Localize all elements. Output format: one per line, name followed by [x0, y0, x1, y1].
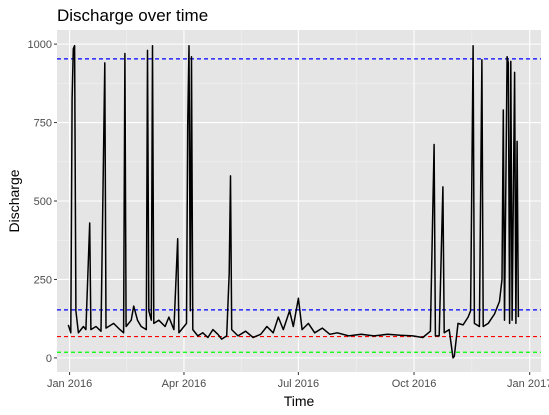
grid-lines — [57, 30, 541, 372]
reference-lines — [57, 58, 541, 353]
y-tick-label: 1000 — [28, 39, 52, 51]
chart-title: Discharge over time — [57, 6, 208, 25]
x-tick-label: Oct 2016 — [392, 378, 437, 390]
x-tick-label: Apr 2016 — [162, 378, 207, 390]
y-tick-label: 250 — [34, 274, 52, 286]
y-axis-title: Discharge — [6, 169, 22, 232]
y-tick-label: 750 — [34, 118, 52, 130]
x-tick-label: Jul 2016 — [278, 378, 320, 390]
series-line — [67, 44, 520, 359]
y-axis: 0 250 500 750 1000 — [28, 39, 57, 365]
x-tick-label: Jan 2017 — [507, 378, 549, 390]
y-tick-label: 0 — [46, 353, 52, 365]
series-layer — [67, 44, 520, 359]
x-axis-title: Time — [284, 393, 315, 409]
x-tick-label: Jan 2016 — [47, 378, 92, 390]
y-tick-label: 500 — [34, 196, 52, 208]
x-axis: Jan 2016 Apr 2016 Jul 2016 Oct 2016 Jan 2017 — [47, 372, 549, 390]
